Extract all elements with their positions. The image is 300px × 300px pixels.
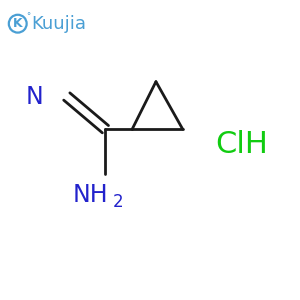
Text: NH: NH [73, 183, 108, 207]
Text: 2: 2 [113, 193, 124, 211]
Text: Kuujia: Kuujia [31, 15, 86, 33]
Text: K: K [13, 17, 22, 30]
Text: ClH: ClH [215, 130, 268, 159]
Text: N: N [25, 85, 43, 109]
Text: °: ° [26, 12, 30, 21]
